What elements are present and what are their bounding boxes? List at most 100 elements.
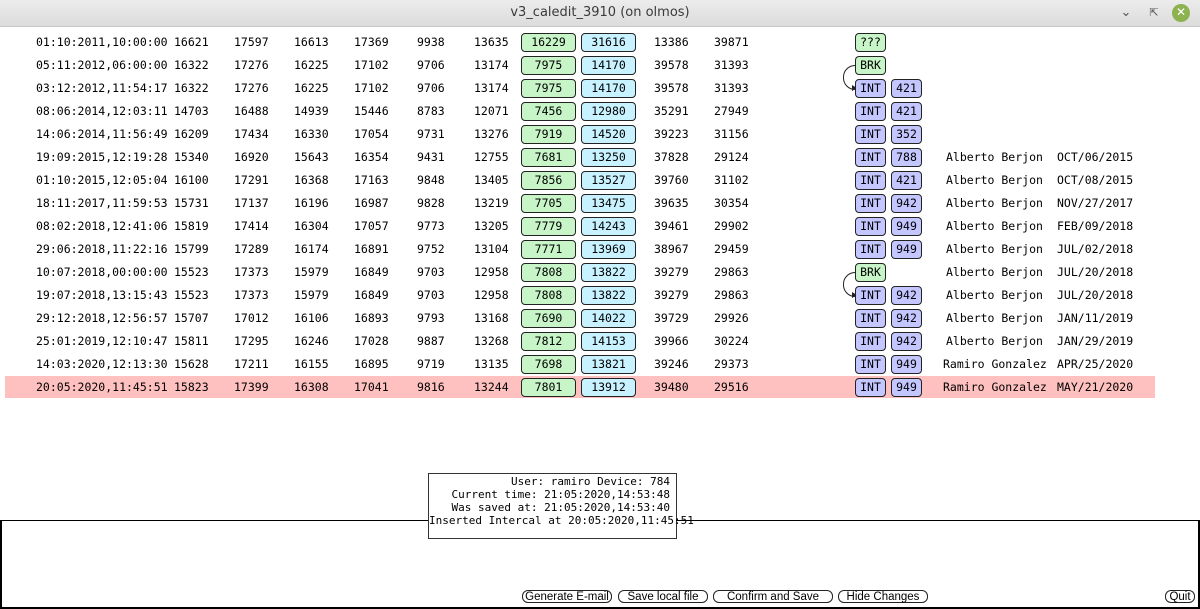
table-row[interactable]: 03:12:2012,11:54:17 16322 17276 16225 17102 9… xyxy=(5,77,1155,99)
row-device-badge[interactable]: 942 xyxy=(891,194,922,213)
table-row[interactable]: 01:10:2015,12:05:04 16100 17291 16368 17163 9… xyxy=(5,169,1155,191)
table-row[interactable]: 20:05:2020,11:45:51 15823 17399 16308 17041 9… xyxy=(5,376,1155,398)
row-cyan-value[interactable]: 13475 xyxy=(581,194,636,213)
row-green-value[interactable]: 7808 xyxy=(521,286,576,305)
row-green-value[interactable]: 7705 xyxy=(521,194,576,213)
row-green-value[interactable]: 7812 xyxy=(521,332,576,351)
table-row[interactable]: 25:01:2019,12:10:47 15811 17295 16246 17028 9… xyxy=(5,330,1155,352)
row-type-badge[interactable]: INT xyxy=(855,378,886,397)
row-cyan-value[interactable]: 13912 xyxy=(581,378,636,397)
row-green-value[interactable]: 16229 xyxy=(521,33,576,52)
row-device-badge[interactable]: 421 xyxy=(891,79,922,98)
row-type-badge[interactable]: ??? xyxy=(855,33,886,52)
close-icon[interactable]: ✕ xyxy=(1172,4,1190,22)
row-type-badge[interactable]: INT xyxy=(855,240,886,259)
row-device-badge[interactable]: 949 xyxy=(891,240,922,259)
row-type-badge[interactable]: BRK xyxy=(855,263,886,282)
row-value: 13244 xyxy=(474,380,509,394)
row-device-badge[interactable]: 942 xyxy=(891,286,922,305)
row-device-badge[interactable]: 949 xyxy=(891,355,922,374)
confirm-and-save-button[interactable]: Confirm and Save xyxy=(713,590,833,603)
row-type-badge[interactable]: INT xyxy=(855,148,886,167)
row-green-value[interactable]: 7856 xyxy=(521,171,576,190)
row-green-value[interactable]: 7681 xyxy=(521,148,576,167)
row-cyan-value[interactable]: 14022 xyxy=(581,309,636,328)
row-cyan-value[interactable]: 14170 xyxy=(581,79,636,98)
table-row[interactable]: 05:11:2012,06:00:00 16322 17276 16225 17102 9… xyxy=(5,54,1155,76)
row-cyan-value[interactable]: 31616 xyxy=(581,33,636,52)
row-device-badge[interactable]: 352 xyxy=(891,125,922,144)
row-cyan-value[interactable]: 13250 xyxy=(581,148,636,167)
row-value: 31393 xyxy=(714,81,749,95)
row-value: 9719 xyxy=(417,357,445,371)
row-value: 31393 xyxy=(714,58,749,72)
row-value: 17399 xyxy=(234,380,269,394)
row-value: 29124 xyxy=(714,150,749,164)
row-cyan-value[interactable]: 14520 xyxy=(581,125,636,144)
row-green-value[interactable]: 7771 xyxy=(521,240,576,259)
row-green-value[interactable]: 7975 xyxy=(521,56,576,75)
row-device-badge[interactable]: 942 xyxy=(891,332,922,351)
table-row[interactable]: 01:10:2011,10:00:00 16621 17597 16613 17369 9… xyxy=(5,31,1155,53)
row-value: 15979 xyxy=(294,265,329,279)
table-row[interactable]: 19:09:2015,12:19:28 15340 16920 15643 16354 9… xyxy=(5,146,1155,168)
table-row[interactable]: 29:12:2018,12:56:57 15707 17012 16106 16893 9… xyxy=(5,307,1155,329)
row-cyan-value[interactable]: 13821 xyxy=(581,355,636,374)
row-type-badge[interactable]: INT xyxy=(855,286,886,305)
row-cyan-value[interactable]: 12980 xyxy=(581,102,636,121)
row-type-badge[interactable]: INT xyxy=(855,309,886,328)
row-type-badge[interactable]: INT xyxy=(855,79,886,98)
row-green-value[interactable]: 7690 xyxy=(521,309,576,328)
row-green-value[interactable]: 7698 xyxy=(521,355,576,374)
table-row[interactable]: 14:06:2014,11:56:49 16209 17434 16330 17054 9… xyxy=(5,123,1155,145)
row-green-value[interactable]: 7919 xyxy=(521,125,576,144)
row-value: 12071 xyxy=(474,104,509,118)
row-device-badge[interactable]: 788 xyxy=(891,148,922,167)
table-row[interactable]: 10:07:2018,00:00:00 15523 17373 15979 16849 9… xyxy=(5,261,1155,283)
row-type-badge[interactable]: INT xyxy=(855,355,886,374)
row-green-value[interactable]: 7779 xyxy=(521,217,576,236)
row-device-badge[interactable]: 421 xyxy=(891,102,922,121)
minimize-icon[interactable]: ⌄ xyxy=(1120,5,1132,20)
row-device-badge[interactable]: 949 xyxy=(891,378,922,397)
row-value: 16308 xyxy=(294,380,329,394)
row-type-badge[interactable]: INT xyxy=(855,125,886,144)
row-cyan-value[interactable]: 13822 xyxy=(581,286,636,305)
maximize-icon[interactable]: ⇱ xyxy=(1149,6,1159,19)
window-titlebar[interactable]: v3_caledit_3910 (on olmos) ⌄ ⇱ ✕ xyxy=(0,0,1200,27)
table-row[interactable]: 18:11:2017,11:59:53 15731 17137 16196 16987 9… xyxy=(5,192,1155,214)
row-green-value[interactable]: 7801 xyxy=(521,378,576,397)
row-cyan-value[interactable]: 14243 xyxy=(581,217,636,236)
row-type-badge[interactable]: INT xyxy=(855,332,886,351)
row-value: 15823 xyxy=(174,380,209,394)
row-green-value[interactable]: 7808 xyxy=(521,263,576,282)
row-device-badge[interactable]: 942 xyxy=(891,309,922,328)
table-row[interactable]: 29:06:2018,11:22:16 15799 17289 16174 16891 9… xyxy=(5,238,1155,260)
row-timestamp: 14:06:2014,11:56:49 xyxy=(36,127,168,141)
row-type-badge[interactable]: INT xyxy=(855,171,886,190)
table-row[interactable]: 08:06:2014,12:03:11 14703 16488 14939 15446 8… xyxy=(5,100,1155,122)
row-cyan-value[interactable]: 13527 xyxy=(581,171,636,190)
table-row[interactable]: 14:03:2020,12:13:30 15628 17211 16155 16895 9… xyxy=(5,353,1155,375)
quit-button[interactable]: Quit xyxy=(1165,590,1195,603)
row-type-badge[interactable]: INT xyxy=(855,217,886,236)
row-green-value[interactable]: 7456 xyxy=(521,102,576,121)
generate-email-button[interactable]: Generate E-mail xyxy=(522,590,612,603)
row-device-badge[interactable]: 949 xyxy=(891,217,922,236)
row-cyan-value[interactable]: 13822 xyxy=(581,263,636,282)
table-row[interactable]: 08:02:2018,12:41:06 15819 17414 16304 17057 9… xyxy=(5,215,1155,237)
row-device-badge[interactable]: 421 xyxy=(891,171,922,190)
hide-changes-button[interactable]: Hide Changes xyxy=(838,590,928,603)
table-row[interactable]: 19:07:2018,13:15:43 15523 17373 15979 16849 9… xyxy=(5,284,1155,306)
row-type-badge[interactable]: BRK xyxy=(855,56,886,75)
save-local-file-button[interactable]: Save local file xyxy=(618,590,708,603)
row-cyan-value[interactable]: 13969 xyxy=(581,240,636,259)
row-cyan-value[interactable]: 14170 xyxy=(581,56,636,75)
row-timestamp: 08:02:2018,12:41:06 xyxy=(36,219,168,233)
row-value: 15523 xyxy=(174,265,209,279)
row-type-badge[interactable]: INT xyxy=(855,102,886,121)
row-type-badge[interactable]: INT xyxy=(855,194,886,213)
row-cyan-value[interactable]: 14153 xyxy=(581,332,636,351)
row-value: 16322 xyxy=(174,58,209,72)
row-green-value[interactable]: 7975 xyxy=(521,79,576,98)
